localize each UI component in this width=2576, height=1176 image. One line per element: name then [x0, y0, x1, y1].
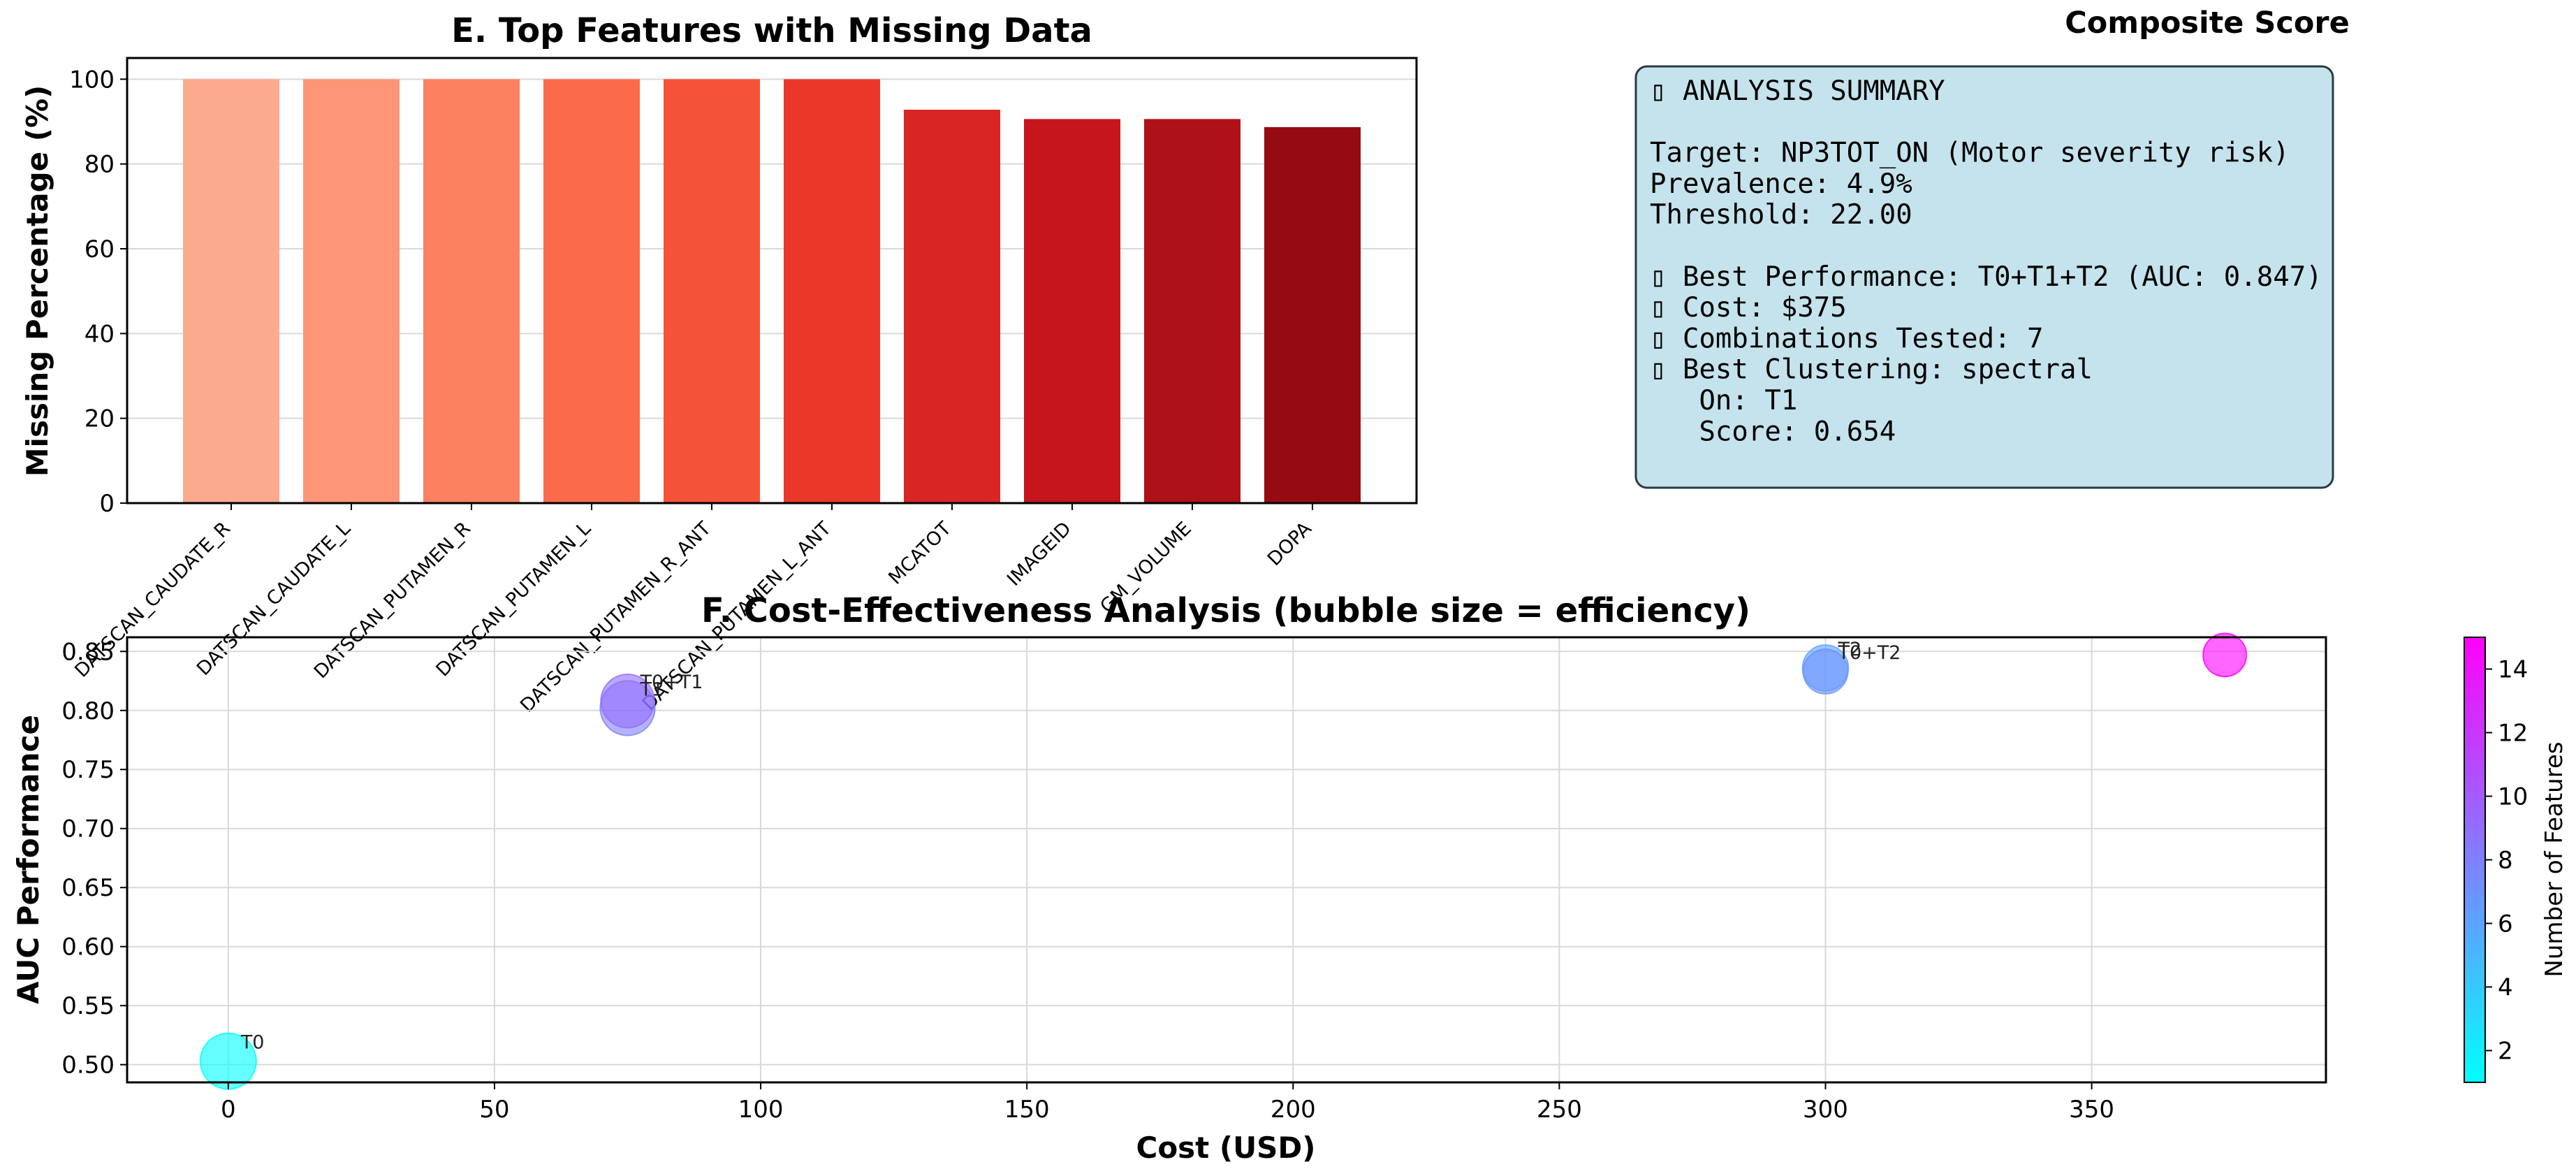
- chart-f-x-tick-label: 200: [1271, 1096, 1316, 1124]
- chart-e-bar: [904, 110, 1000, 504]
- chart-f-point-label: T0: [240, 1032, 265, 1054]
- chart-e-bar: [1264, 126, 1361, 504]
- chart-e-bar: [423, 79, 520, 504]
- colorbar-gradient: [2464, 637, 2486, 1083]
- chart-e-y-tick-label: 40: [85, 320, 115, 348]
- chart-f-x-tick-label: 100: [738, 1096, 784, 1124]
- chart-f-x-tick-label: 300: [1803, 1096, 1848, 1124]
- summary-line: ▯ Best Clustering: spectral: [1650, 354, 2093, 386]
- chart-f-point-label: T0+T2: [1838, 642, 1901, 664]
- colorbar-tick-label: 4: [2498, 974, 2513, 1002]
- chart-f-y-axis-label: AUC Performance: [11, 715, 45, 1004]
- chart-f-x-ticks: 0 50 100 150 200 250 300 350: [221, 1082, 2114, 1124]
- summary-box: [1634, 65, 2334, 489]
- chart-e-bar: [664, 79, 760, 504]
- summary-line: ▯ ANALYSIS SUMMARY: [1650, 75, 1945, 107]
- chart-e-bar: [543, 79, 640, 504]
- analysis-summary-panel: Composite Score ▯ ANALYSIS SUMMARY Target…: [1634, 6, 2350, 489]
- chart-f-x-tick-label: 0: [221, 1096, 236, 1124]
- summary-line: ▯ Best Performance: T0+T1+T2 (AUC: 0.847…: [1650, 261, 2322, 293]
- chart-f-y-ticks: 0.50 0.55 0.60 0.65 0.70 0.75 0.80 0.85: [61, 638, 127, 1080]
- chart-f-y-tick-label: 0.70: [61, 815, 115, 843]
- colorbar-tick-label: 10: [2498, 783, 2528, 811]
- chart-f-plot-frame: [126, 636, 2327, 1084]
- chart-e-y-axis-label: Missing Percentage (%): [20, 85, 54, 477]
- chart-e-bar: [784, 79, 880, 504]
- colorbar-label: Number of Features: [2540, 741, 2568, 977]
- summary-line: Score: 0.654: [1650, 416, 1896, 447]
- summary-line: Threshold: 22.00: [1650, 199, 1912, 231]
- chart-e-x-tick-label: IMAGEID: [1003, 518, 1076, 590]
- chart-f-point-label: T2: [1838, 639, 1862, 660]
- chart-f-x-tick-label: 350: [2069, 1096, 2114, 1124]
- colorbar-tick-label: 2: [2498, 1038, 2513, 1066]
- chart-f-point-label: T1: [639, 678, 664, 700]
- colorbar-tick-label: 6: [2498, 910, 2513, 938]
- chart-f-y-tick-label: 0.50: [61, 1052, 115, 1080]
- chart-f-x-tick-label: 250: [1537, 1096, 1582, 1124]
- chart-f-point: [1802, 648, 1849, 695]
- chart-e-bar: [1024, 119, 1120, 504]
- chart-e-x-tick-label: MCATOT: [884, 518, 956, 589]
- chart-e-y-tick-label: 20: [85, 405, 115, 433]
- chart-f-point: [600, 674, 655, 729]
- summary-line: ▯ Cost: $375: [1650, 292, 1847, 324]
- chart-e-bar: [303, 79, 400, 504]
- composite-score-heading: Composite Score: [2065, 6, 2350, 41]
- chart-e-bar: [183, 79, 279, 504]
- chart-f-y-tick-label: 0.55: [61, 992, 115, 1020]
- summary-text-lines: ▯ ANALYSIS SUMMARY Target: NP3TOT_ON (Mot…: [1650, 75, 2322, 447]
- chart-e-plot-frame: [126, 57, 1418, 504]
- chart-f-grid: [127, 637, 2326, 1082]
- chart-f-x-tick-label: 50: [479, 1096, 509, 1124]
- chart-f-y-tick-label: 0.80: [61, 697, 115, 725]
- colorbar-tick-label: 12: [2498, 720, 2528, 748]
- colorbar: 2 4 6 8 10 12 14 Number of Features: [2464, 637, 2568, 1083]
- chart-e-bar: [1144, 119, 1241, 504]
- chart-e-title: E. Top Features with Missing Data: [451, 11, 1092, 50]
- chart-e-y-ticks: 0 20 40 60 80 100: [69, 66, 127, 518]
- colorbar-tick-label: 14: [2498, 656, 2528, 684]
- summary-line: ▯ Combinations Tested: 7: [1650, 323, 2044, 354]
- chart-f-x-axis-label: Cost (USD): [1136, 1131, 1316, 1165]
- chart-f-points: [199, 632, 2248, 1090]
- chart-f-point: [2202, 632, 2248, 678]
- chart-e-bars: [183, 79, 1361, 504]
- chart-e-x-tick-label: DOPA: [1264, 518, 1316, 570]
- chart-f-y-tick-label: 0.60: [61, 934, 115, 961]
- chart-f-y-tick-label: 0.65: [61, 874, 115, 902]
- chart-e-y-tick-label: 60: [85, 235, 115, 263]
- chart-e-y-tick-label: 100: [69, 66, 115, 94]
- chart-f-y-tick-label: 0.75: [61, 756, 115, 784]
- chart-f-x-tick-label: 150: [1004, 1096, 1050, 1124]
- summary-line: On: T1: [1650, 385, 1797, 416]
- colorbar-ticks: 2 4 6 8 10 12 14: [2485, 656, 2528, 1066]
- summary-line: Target: NP3TOT_ON (Motor severity risk): [1650, 138, 2290, 169]
- colorbar-tick-label: 8: [2498, 847, 2513, 875]
- chart-f-point-label: T0+T1: [639, 672, 703, 693]
- summary-line: Prevalence: 4.9%: [1650, 168, 1912, 200]
- chart-f-title: F. Cost-Effectiveness Analysis (bubble s…: [701, 591, 1750, 630]
- chart-e-y-tick-label: 0: [99, 490, 115, 518]
- chart-f-y-tick-label: 0.85: [61, 638, 115, 666]
- chart-e-y-tick-label: 80: [85, 151, 115, 179]
